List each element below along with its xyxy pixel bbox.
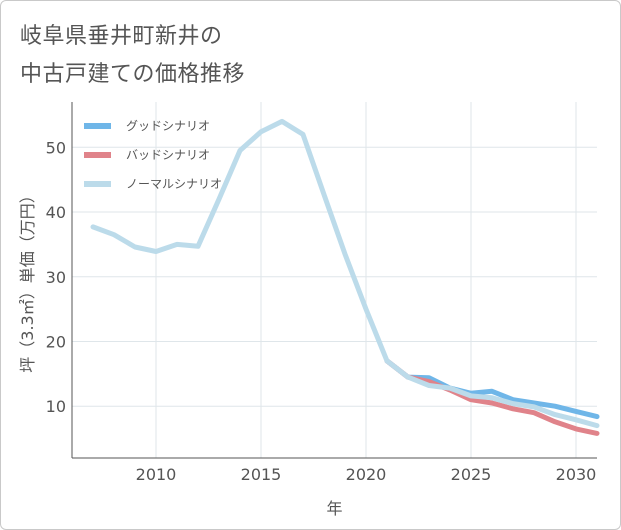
y-tick-label-10: 10 (46, 397, 66, 416)
y-tick-label-20: 20 (46, 332, 66, 351)
axes (71, 102, 597, 459)
grid (72, 102, 597, 458)
x-tick-label-2025: 2025 (451, 465, 492, 484)
x-axis-title: 年 (326, 499, 342, 518)
legend-label-2[interactable]: ノーマルシナリオ (126, 177, 222, 191)
series-line-2 (90, 118, 600, 429)
series-lines (90, 118, 600, 436)
legend-label-0[interactable]: グッドシナリオ (126, 119, 210, 133)
series-line-0 (384, 358, 600, 420)
x-tick-label-2030: 2030 (556, 465, 597, 484)
chart-title-line-2: 中古戸建ての価格推移 (20, 62, 246, 87)
y-tick-label-30: 30 (46, 268, 66, 287)
y-axis-title: 坪（3.3㎡）単価（万円） (18, 187, 37, 372)
chart-title-line-1: 岐阜県垂井町新井の (20, 24, 223, 49)
legend-label-1[interactable]: バッドシナリオ (126, 148, 210, 162)
y-tick-label-50: 50 (46, 138, 66, 157)
x-tick-label-2010: 2010 (136, 465, 177, 484)
x-tick-label-2015: 2015 (241, 465, 282, 484)
x-tick-label-2020: 2020 (346, 465, 387, 484)
y-tick-label-40: 40 (46, 203, 66, 222)
